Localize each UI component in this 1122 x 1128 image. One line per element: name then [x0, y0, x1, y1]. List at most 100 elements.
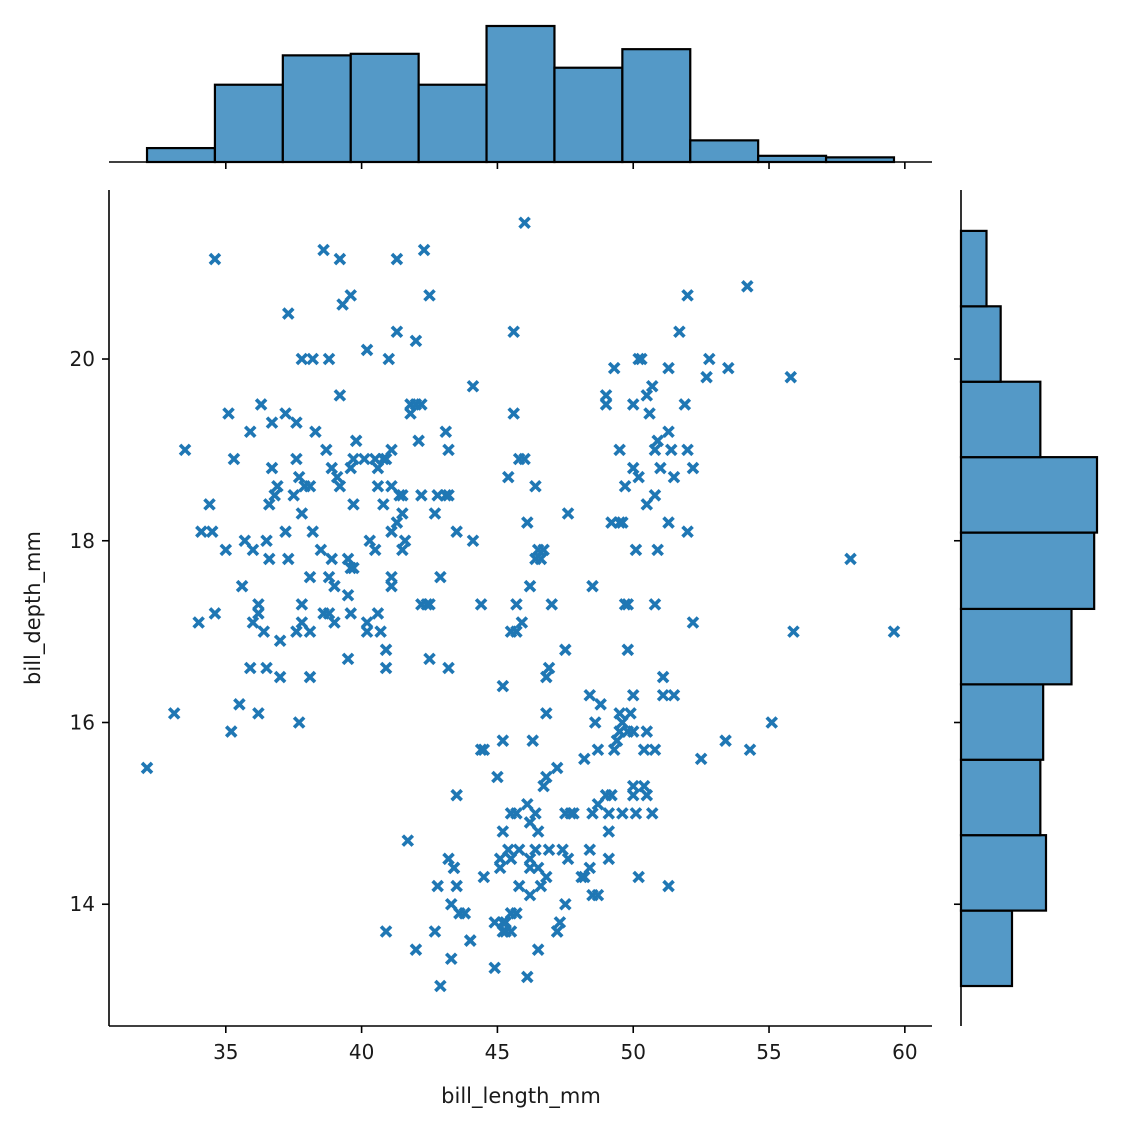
scatter-point	[512, 879, 526, 893]
scatter-point	[694, 752, 708, 766]
scatter-point	[626, 461, 640, 475]
scatter-point	[317, 243, 330, 257]
scatter-point	[314, 543, 328, 557]
scatter-point	[493, 852, 507, 866]
scatter-point	[635, 352, 648, 366]
scatter-point	[292, 716, 306, 729]
scatter-point	[556, 843, 569, 856]
scatter-point	[477, 870, 491, 884]
scatter-point	[290, 452, 303, 466]
scatter-point	[510, 907, 523, 920]
scatter-point	[662, 879, 675, 893]
scatter-point	[618, 598, 632, 611]
scatter-point	[205, 525, 219, 538]
scatter-point	[360, 343, 374, 357]
scatter-point	[588, 716, 602, 729]
scatter-point	[673, 325, 686, 339]
y-hist-bar	[959, 305, 1002, 383]
scatter-point	[545, 598, 559, 611]
x-tick-label: 45	[485, 1040, 510, 1064]
scatter-point	[434, 570, 447, 584]
scatter-point	[344, 461, 358, 475]
scatter-point	[442, 661, 455, 675]
scatter-point	[575, 870, 588, 884]
scatter-point	[363, 534, 377, 548]
scatter-point	[325, 552, 338, 566]
scatter-point	[540, 770, 553, 784]
scatter-point	[510, 807, 523, 820]
x-hist-bar	[213, 83, 284, 164]
scatter-point	[542, 661, 556, 675]
scatter-point	[787, 625, 800, 638]
scatter-point	[678, 398, 692, 411]
scatter-point	[537, 779, 550, 793]
scatter-point	[531, 861, 545, 875]
scatter-point	[393, 489, 406, 502]
scatter-point	[613, 443, 626, 457]
scatter-point	[382, 352, 396, 366]
scatter-point	[322, 352, 336, 366]
scatter-point	[222, 407, 235, 420]
scatter-point	[648, 443, 662, 457]
scatter-point	[442, 852, 455, 866]
scatter-point	[320, 443, 333, 457]
scatter-point	[431, 879, 444, 893]
scatter-point	[626, 398, 640, 411]
scatter-point	[281, 307, 295, 320]
scatter-point	[626, 725, 640, 738]
scatter-point	[385, 570, 398, 584]
scatter-point	[586, 807, 599, 820]
scatter-point	[195, 525, 208, 538]
scatter-point	[178, 443, 192, 457]
y-hist-bar	[959, 531, 1096, 611]
scatter-point	[450, 525, 463, 538]
scatter-point	[377, 498, 390, 511]
y-tick-label: 16	[70, 710, 95, 734]
scatter-point	[444, 897, 458, 911]
scatter-point	[306, 352, 319, 366]
scatter-point	[254, 398, 268, 411]
scatter-point	[624, 707, 637, 720]
scatter-point	[390, 516, 404, 529]
scatter-point	[268, 489, 281, 502]
scatter-point	[466, 534, 480, 548]
scatter-point	[379, 925, 393, 938]
x-hist-bar	[621, 48, 692, 164]
scatter-point	[496, 679, 510, 693]
scatter-point	[602, 825, 616, 838]
scatter-point	[640, 725, 654, 738]
scatter-point	[415, 489, 428, 502]
scatter-point	[741, 280, 754, 293]
scatter-point	[428, 507, 442, 520]
scatter-point	[281, 552, 295, 566]
scatter-point	[504, 852, 518, 866]
scatter-point	[648, 489, 662, 502]
scatter-point	[607, 743, 621, 757]
scatter-point	[599, 389, 613, 402]
scatter-point	[537, 543, 550, 557]
scatter-point	[632, 470, 645, 484]
scatter-point	[765, 716, 779, 729]
scatter-point	[521, 970, 534, 984]
x-tick-label: 50	[620, 1040, 645, 1064]
scatter-point	[523, 579, 537, 593]
scatter-point	[594, 698, 607, 711]
scatter-points	[140, 216, 901, 993]
scatter-point	[257, 625, 271, 638]
scatter-point	[645, 807, 659, 820]
scatter-point	[613, 516, 626, 529]
scatter-point	[279, 407, 292, 420]
scatter-point	[349, 434, 363, 448]
scatter-point	[640, 498, 654, 511]
scatter-point	[273, 634, 287, 647]
scatter-point	[303, 625, 317, 638]
scatter-point	[192, 616, 205, 629]
scatter-point	[488, 961, 501, 975]
scatter-point	[504, 925, 518, 938]
scatter-point	[439, 425, 453, 438]
scatter-point	[700, 370, 713, 384]
scatter-point	[442, 489, 455, 502]
scatter-point	[531, 943, 545, 956]
scatter-point	[583, 861, 597, 875]
scatter-point	[531, 825, 545, 838]
